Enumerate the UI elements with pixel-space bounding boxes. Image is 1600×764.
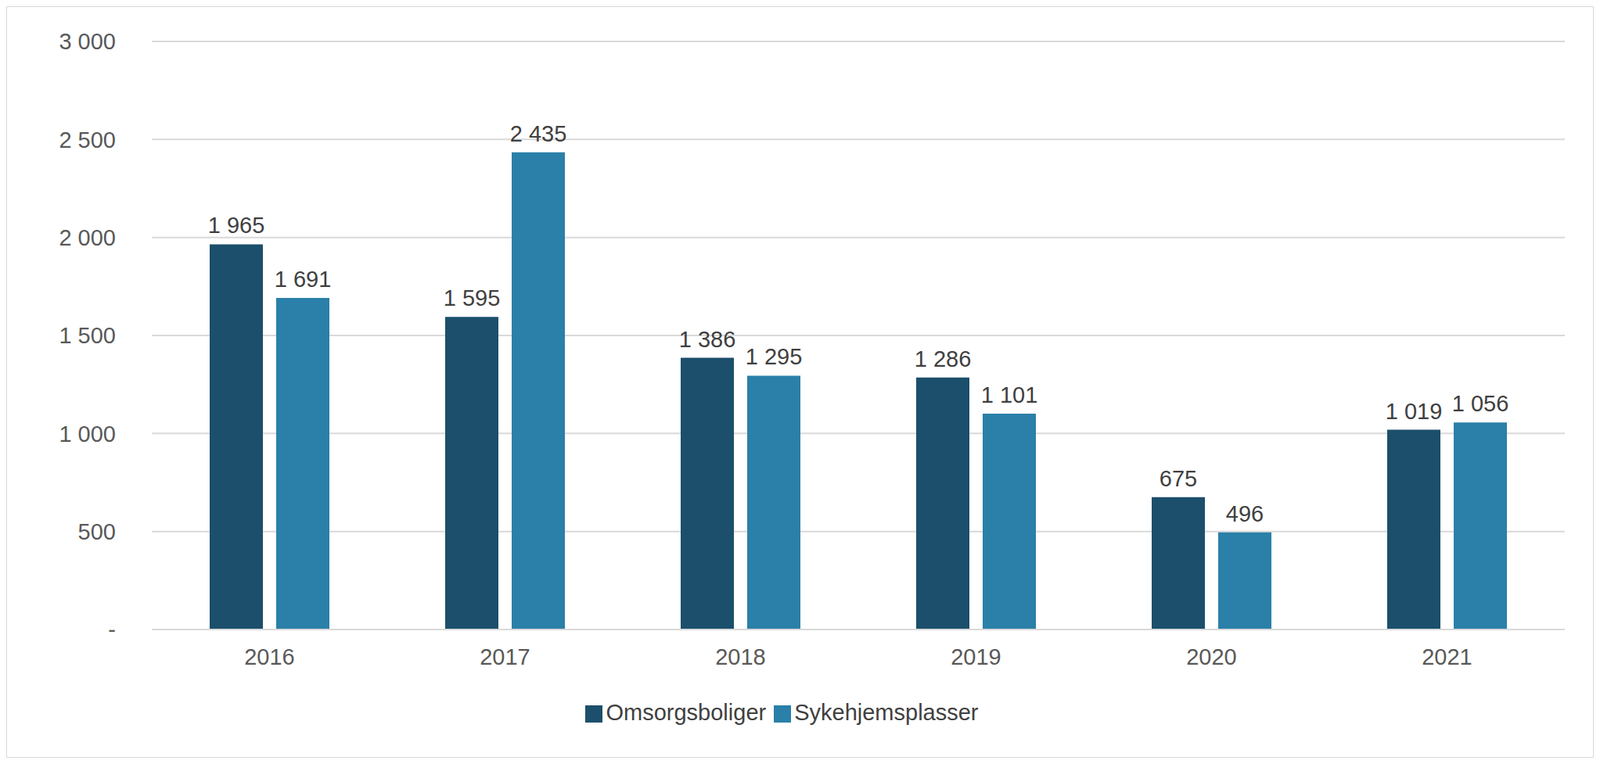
svg-text:500: 500 — [78, 519, 116, 545]
svg-text:1 101: 1 101 — [981, 382, 1039, 408]
svg-text:2 435: 2 435 — [510, 121, 568, 147]
svg-text:1 286: 1 286 — [914, 346, 972, 372]
svg-text:1 386: 1 386 — [679, 327, 737, 353]
svg-text:-: - — [107, 617, 116, 643]
svg-text:1 000: 1 000 — [58, 421, 116, 447]
svg-text:2017: 2017 — [479, 644, 531, 670]
html-text:Sykehjemsplasser: Sykehjemsplasser — [794, 700, 979, 726]
svg-text:2020: 2020 — [1186, 644, 1237, 670]
svg-text:496: 496 — [1226, 501, 1264, 527]
svg-text:2019: 2019 — [950, 644, 1002, 670]
svg-text:2018: 2018 — [715, 644, 766, 670]
svg-text:2016: 2016 — [244, 644, 295, 670]
svg-text:1 295: 1 295 — [745, 344, 803, 370]
svg-text:1 056: 1 056 — [1452, 391, 1510, 417]
html-text:Omsorgsboliger: Omsorgsboliger — [605, 700, 767, 726]
svg-text:675: 675 — [1159, 466, 1198, 492]
svg-text:1 965: 1 965 — [208, 212, 266, 238]
svg-text:2021: 2021 — [1421, 644, 1473, 670]
svg-text:2 500: 2 500 — [58, 127, 116, 153]
svg-text:1 019: 1 019 — [1385, 399, 1443, 425]
svg-text:3 000: 3 000 — [58, 28, 116, 54]
svg-text:1 500: 1 500 — [58, 323, 116, 349]
svg-text:2 000: 2 000 — [58, 225, 116, 251]
svg-text:1 691: 1 691 — [274, 266, 332, 292]
svg-text:1 595: 1 595 — [443, 285, 501, 311]
